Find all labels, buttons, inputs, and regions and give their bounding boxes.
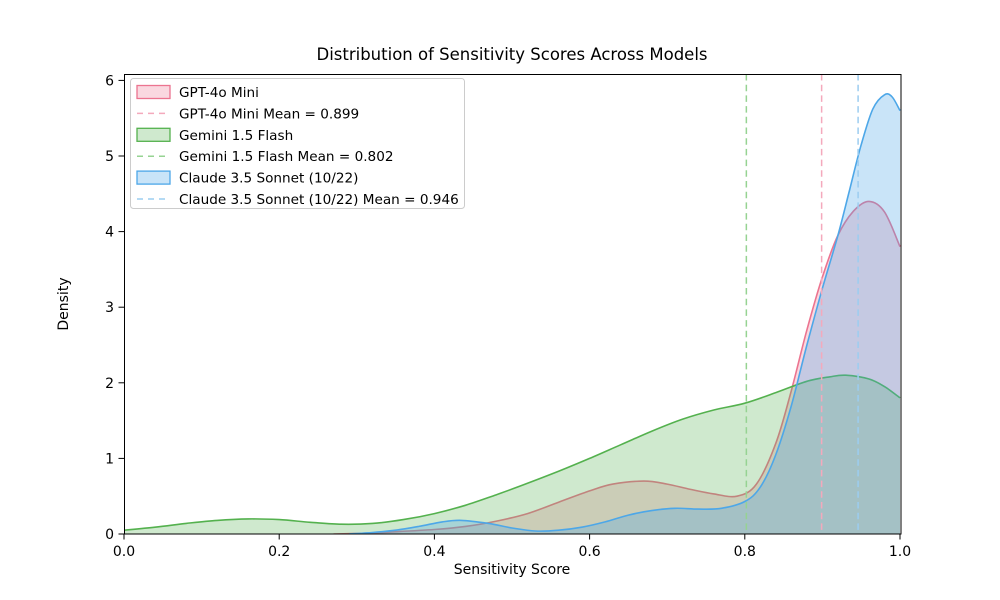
y-tick-label: 0 [105, 527, 114, 543]
legend-label-gemini-1-5-flash: Gemini 1.5 Flash [179, 128, 293, 144]
y-tick-label: 4 [105, 225, 114, 241]
legend-label-gpt-4o-mini-mean: GPT-4o Mini Mean = 0.899 [179, 106, 359, 122]
y-axis-label: Density [56, 277, 72, 330]
kde-fill-claude-3-5-sonnet-10-22 [349, 93, 900, 534]
legend-swatch-claude-3-5-sonnet-10-22 [136, 170, 171, 185]
chart-title: Distribution of Sensitivity Scores Acros… [316, 45, 707, 64]
x-tick-label: 0.0 [113, 544, 135, 560]
y-tick-label: 5 [105, 149, 114, 165]
legend-group: GPT-4o Mini GPT-4o Mini Mean = 0.899 Gemin… [130, 78, 465, 209]
kde-fill-gemini-1-5-flash [124, 375, 900, 534]
x-tick-label: 0.4 [423, 544, 445, 560]
legend-label-claude-3-5-sonnet-10-22: Claude 3.5 Sonnet (10/22) [179, 171, 358, 187]
legend-label-gemini-1-5-flash-mean: Gemini 1.5 Flash Mean = 0.802 [179, 149, 394, 165]
legend-swatch-gpt-4o-mini [136, 84, 171, 100]
x-tick-label: 0.6 [578, 544, 600, 560]
x-axis-label: Sensitivity Score [454, 562, 571, 578]
legend-box [130, 78, 465, 209]
kde-fill-gpt-4o-mini [333, 201, 900, 534]
y-tick-label: 3 [105, 300, 114, 316]
kde-curve-claude-3-5-sonnet-10-22 [348, 93, 901, 534]
mean-lines-group [745, 74, 859, 534]
kde-curve-gemini-1-5-flash [124, 374, 901, 531]
y-tick-label: 6 [105, 73, 114, 89]
x-tick-label: 1.0 [889, 544, 911, 560]
y-tick-label: 2 [105, 376, 114, 392]
plot-border [124, 74, 902, 535]
x-tick-label: 0.2 [268, 544, 290, 560]
x-tick-label: 0.8 [734, 544, 756, 560]
y-tick-label: 1 [105, 451, 114, 467]
axes-group: 0.0 0.2 0.4 0.6 0.8 1.0 0 1 2 3 4 5 6 [105, 73, 911, 560]
legend-swatch-gemini-1-5-flash [136, 127, 171, 142]
legend-label-gpt-4o-mini: GPT-4o Mini [179, 85, 259, 101]
kde-curves-group [124, 93, 901, 534]
legend-label-claude-3-5-sonnet-10-22-mean: Claude 3.5 Sonnet (10/22) Mean = 0.946 [179, 192, 459, 208]
